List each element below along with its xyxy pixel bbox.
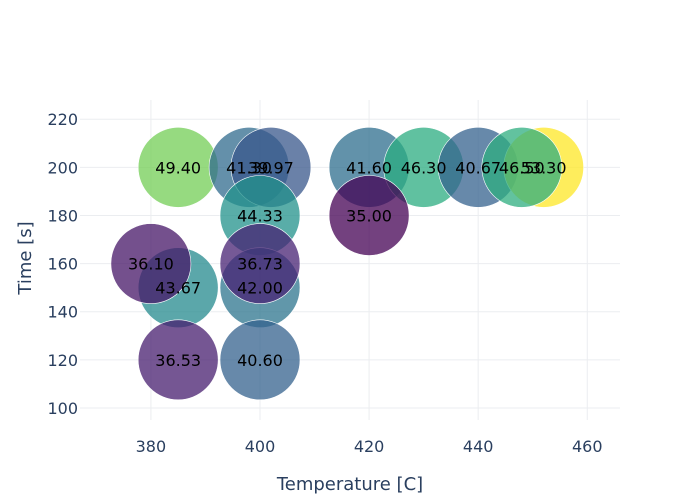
y-tick-label-0: 100 — [47, 399, 78, 418]
y-tick-label-4: 180 — [47, 206, 78, 225]
y-axis-ticks: 100 120 140 160 180 200 220 — [47, 110, 78, 418]
bubble-label-9: 35.00 — [346, 206, 392, 225]
bubble-label-2: 39.97 — [248, 158, 294, 177]
bubble-label-6: 40.67 — [455, 158, 501, 177]
y-tick-label-3: 160 — [47, 255, 78, 274]
x-tick-label-3: 440 — [463, 437, 494, 456]
x-axis-ticks: 380 400 420 440 460 — [136, 437, 603, 456]
bubbles — [110, 127, 584, 401]
x-tick-label-4: 460 — [572, 437, 603, 456]
bubble-label-13: 36.73 — [237, 255, 283, 274]
bubble-label-1: 41.30 — [226, 158, 272, 177]
bubble-14 — [137, 319, 219, 401]
bubble-label-15: 40.60 — [237, 351, 283, 370]
y-tick-label-6: 220 — [47, 110, 78, 129]
bubble-label-4: 41.60 — [346, 158, 392, 177]
bubble-label-8: 46.50 — [499, 158, 545, 177]
bubble-15 — [219, 319, 301, 401]
bubble-label-0: 49.40 — [155, 158, 201, 177]
x-axis-title: Temperature [C] — [276, 474, 423, 495]
y-tick-label-2: 140 — [47, 303, 78, 322]
bubble-label-14: 36.53 — [155, 351, 201, 370]
bubble-label-11: 36.10 — [128, 255, 174, 274]
bubble-11 — [110, 223, 192, 304]
bubble-label-5: 46.30 — [401, 158, 447, 177]
y-tick-label-5: 200 — [47, 158, 78, 177]
x-tick-label-0: 380 — [136, 437, 167, 456]
x-tick-label-1: 400 — [245, 437, 276, 456]
y-axis-title: Time [s] — [15, 221, 36, 295]
bubble-label-10: 43.67 — [155, 279, 201, 298]
bubble-label-12: 42.00 — [237, 279, 283, 298]
x-tick-label-2: 420 — [354, 437, 385, 456]
bubble-label-7: 53.30 — [521, 158, 567, 177]
bubble-9 — [328, 175, 410, 256]
bubble-13 — [219, 223, 301, 304]
bubble-label-3: 44.33 — [237, 206, 283, 225]
y-tick-label-1: 120 — [47, 351, 78, 370]
bubble-8 — [481, 127, 563, 208]
